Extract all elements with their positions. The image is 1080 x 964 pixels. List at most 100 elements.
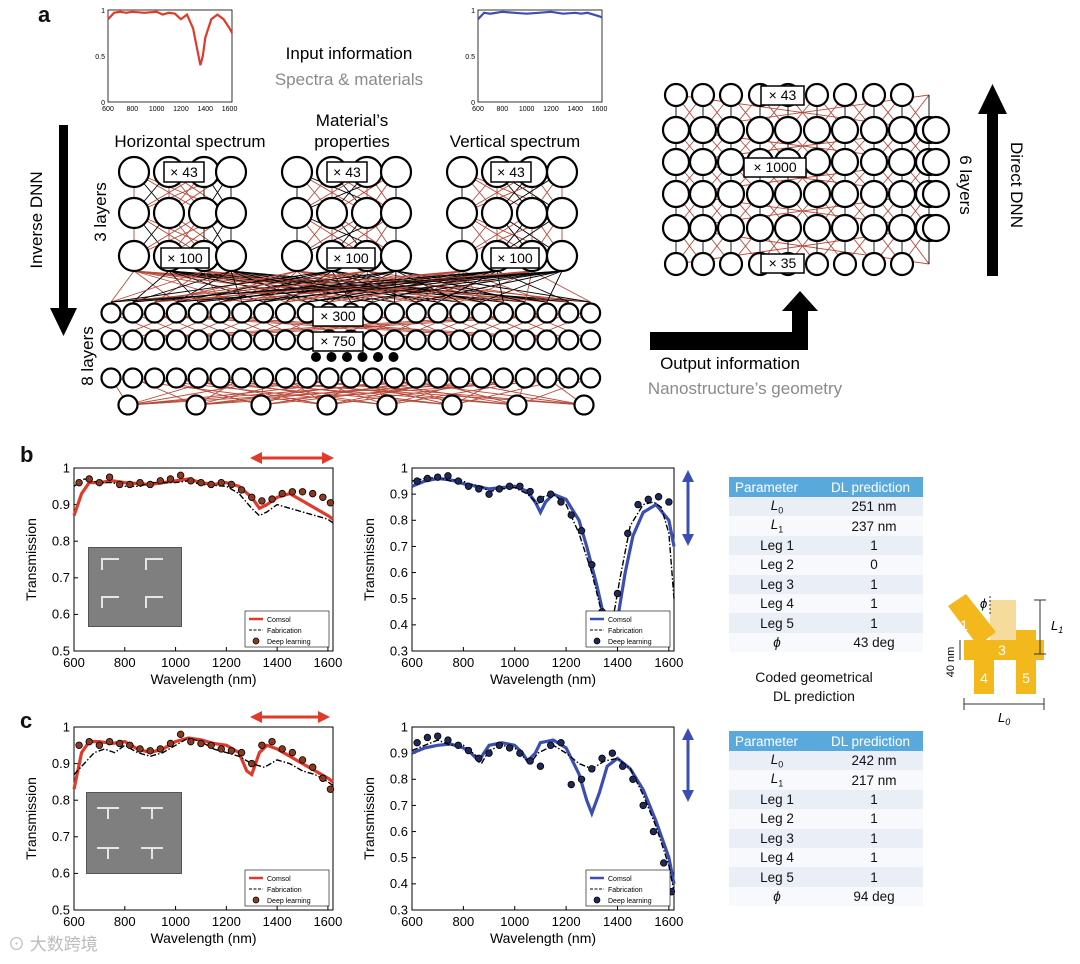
watermark: ⊙ 大数跨境 — [8, 935, 98, 954]
svg-text:× 100: × 100 — [167, 250, 203, 266]
comsol-line — [411, 738, 676, 885]
multiplier-box: × 1000 — [743, 157, 807, 178]
link — [241, 312, 308, 341]
link — [524, 270, 533, 303]
deep-learning-point — [278, 489, 286, 498]
y-tick-label: 0.4 — [390, 617, 408, 632]
y-tick-label: 0.5 — [465, 54, 475, 61]
link — [154, 270, 298, 303]
deep-learning-point — [608, 749, 617, 757]
deep-learning-point — [95, 478, 104, 487]
x-axis-label: Wavelength (nm) — [490, 671, 596, 687]
deep-learning-point — [475, 485, 483, 493]
neuron — [144, 302, 166, 324]
nanostructure-shape: 1 2 3 4 5 ϕ L1 40 nm L0 — [945, 594, 1063, 727]
x-tick-label: 1600 — [313, 914, 342, 929]
mini-chart-vertical-spectrum: 600 800 1000 1200 1400 1600 1 0.5 0 — [465, 8, 607, 113]
legend-item: Fabrication — [267, 887, 302, 894]
neuron — [152, 196, 186, 230]
x-tick-label: 1000 — [500, 914, 529, 929]
neuron — [117, 394, 139, 416]
deep-learning-point — [288, 748, 297, 757]
y-tick-label: 0.3 — [390, 643, 408, 658]
deep-learning-point — [444, 736, 452, 744]
value-cell: 251 nm — [825, 497, 923, 517]
multiplier-box: × 43 — [490, 161, 532, 183]
neuron — [830, 147, 860, 177]
neuron — [718, 251, 744, 277]
neuron — [362, 329, 384, 351]
table-row: L0 242 nm — [729, 751, 923, 771]
link — [481, 312, 548, 341]
deep-learning-point — [423, 474, 432, 483]
legend-item: Comsol — [608, 617, 632, 624]
y-tick-label: 0.8 — [52, 793, 70, 808]
value-cell: 94 deg — [825, 886, 923, 907]
leg-4-label: 4 — [980, 670, 988, 686]
x-tick-label: 600 — [63, 914, 85, 929]
link — [481, 270, 563, 303]
neuron — [144, 329, 166, 351]
neuron — [274, 302, 296, 324]
deep-learning-point — [485, 490, 493, 498]
y-axis-label: Transmission — [23, 518, 39, 601]
output-arrow — [650, 291, 818, 350]
neuron — [100, 329, 122, 351]
value-cell: 1 — [825, 867, 923, 887]
param-cell: Leg 1 — [729, 789, 825, 810]
neuron — [100, 367, 122, 389]
deep-learning-point — [288, 488, 297, 496]
fabrication-line — [411, 739, 675, 892]
neuron — [745, 179, 775, 209]
neuron — [165, 329, 187, 351]
legend: Comsol Fabrication Deep learning — [244, 869, 330, 907]
x-tick-label: 1000 — [161, 914, 190, 929]
x-tick-label: 600 — [472, 106, 484, 113]
neuron — [405, 329, 427, 351]
neuron — [716, 115, 746, 145]
neuron — [716, 147, 746, 177]
neuron — [379, 239, 413, 273]
neuron — [889, 82, 915, 108]
neuron — [558, 302, 580, 324]
neuron — [492, 302, 514, 324]
y-tick-label: 1 — [471, 8, 475, 15]
neuron — [690, 82, 716, 108]
y-tick-label: 1 — [101, 8, 105, 15]
deep-learning-point — [665, 498, 673, 506]
deep-learning-point — [485, 749, 493, 757]
plot-frame — [477, 9, 603, 103]
link — [241, 270, 563, 303]
neuron — [253, 367, 275, 389]
neuron — [122, 329, 144, 351]
y-tick-label: 0.7 — [52, 829, 70, 844]
neuron — [144, 367, 166, 389]
neuron — [545, 196, 579, 230]
inverse-arrow — [50, 125, 77, 336]
x-tick-label: 1000 — [500, 655, 529, 670]
deep-learning-point — [166, 739, 175, 748]
link — [176, 270, 333, 303]
neuron — [231, 302, 253, 324]
neuron — [471, 367, 493, 389]
neuron — [859, 115, 889, 145]
link — [110, 312, 177, 341]
x-tick-label: 600 — [401, 655, 423, 670]
legend-item: Deep learning — [267, 898, 311, 905]
neuron — [209, 367, 231, 389]
table-row: ϕ 94 deg — [729, 886, 923, 907]
deep-learning-point — [146, 480, 154, 489]
table-row: L1 237 nm — [729, 516, 923, 536]
neuron — [122, 367, 144, 389]
neuron — [545, 155, 579, 189]
deep-learning-point — [258, 497, 266, 505]
neuron — [887, 115, 917, 145]
link — [307, 270, 563, 303]
leg-3-shape — [964, 640, 1044, 660]
spectrum-line — [477, 10, 603, 20]
mini-chart-horizontal-spectrum: 600 800 1000 1200 1400 1600 1 0.5 0 — [95, 8, 237, 113]
neuron — [315, 196, 349, 230]
neuron — [859, 179, 889, 209]
table-header-prediction: DL prediction — [825, 731, 923, 751]
